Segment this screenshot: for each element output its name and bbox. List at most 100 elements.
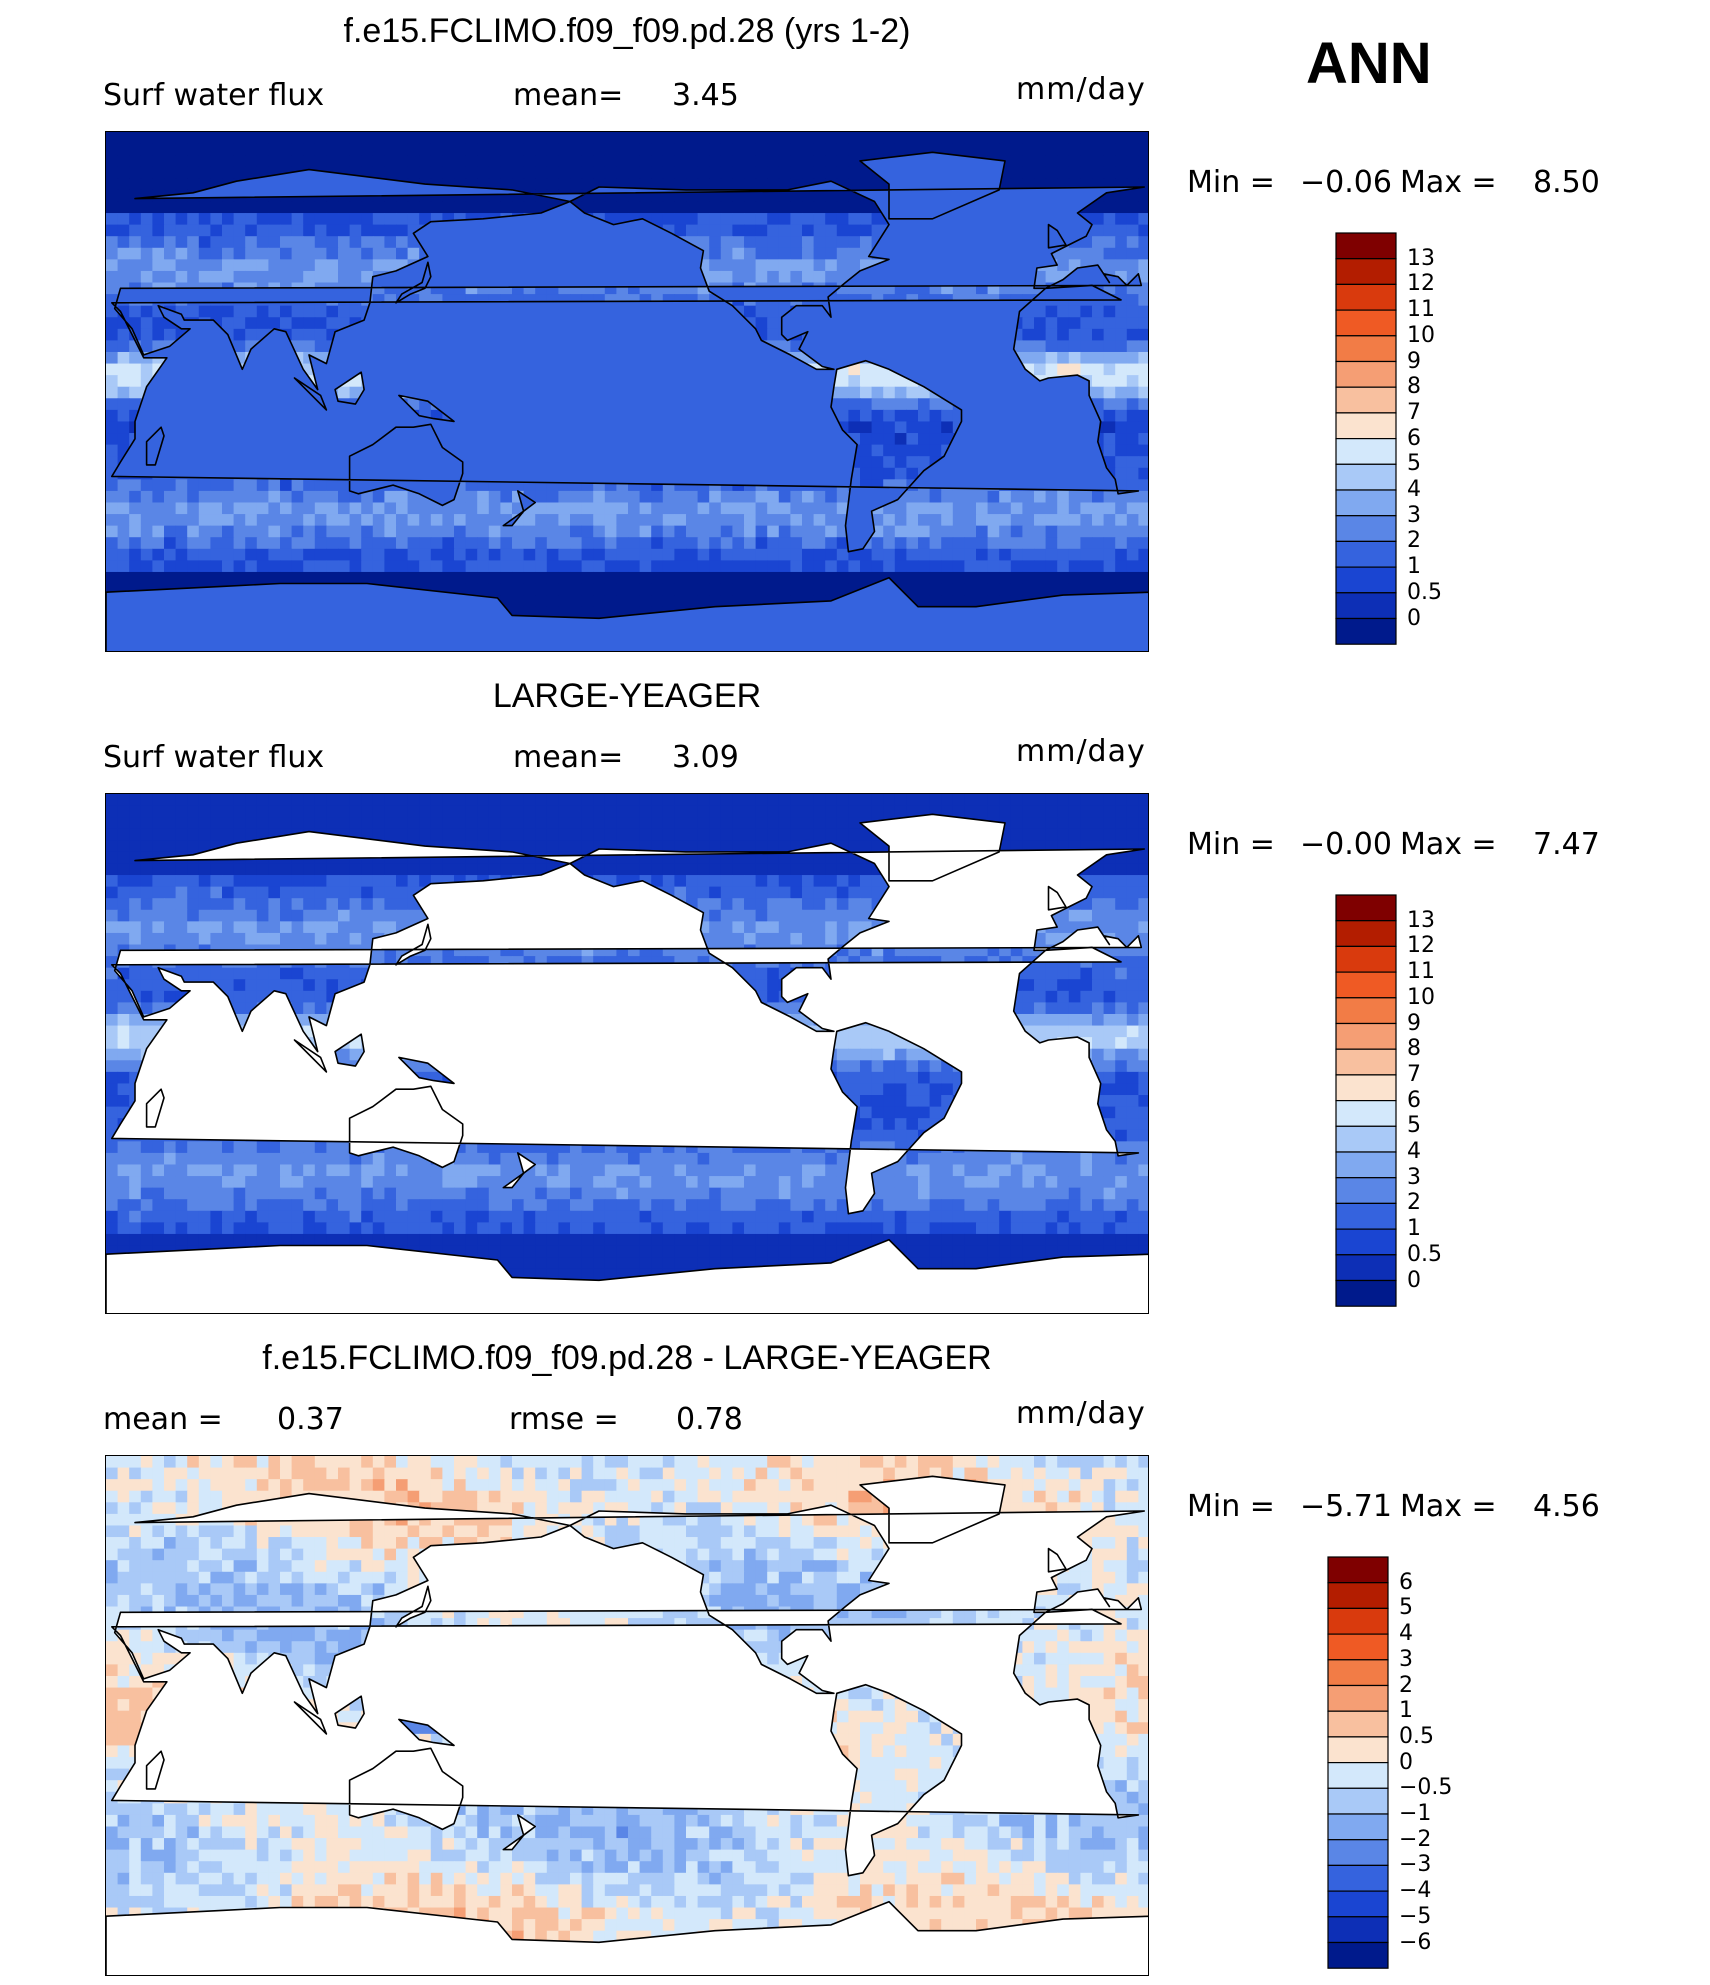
colorbar-tick-label: −3 — [1399, 1852, 1432, 1878]
panel1-max-value: 8.50 — [1533, 165, 1600, 200]
panel2-variable-label: Surf water flux — [103, 740, 325, 775]
colorbar-swatch — [1335, 438, 1397, 465]
colorbar-tick-label: 2 — [1407, 528, 1421, 554]
colorbar-tick-label: 3 — [1399, 1646, 1413, 1672]
colorbar-swatch — [1335, 309, 1397, 337]
colorbar-tick-label: 1 — [1399, 1698, 1413, 1724]
panel2-min-value: −0.00 — [1300, 827, 1392, 862]
panel2-units: mm/day — [1016, 734, 1146, 769]
colorbar-swatch — [1335, 463, 1397, 491]
panel2-mean-label: mean= — [513, 740, 624, 775]
colorbar-swatch — [1327, 1890, 1389, 1918]
coastline — [106, 151, 1148, 651]
land-mask — [106, 1476, 1148, 1975]
panel3-units: mm/day — [1016, 1396, 1146, 1431]
colorbar-tick-label: 7 — [1407, 399, 1421, 425]
land-mask — [106, 814, 1148, 1313]
colorbar-swatch — [1335, 1100, 1397, 1127]
coastline — [106, 813, 1148, 1313]
colorbar-swatch — [1335, 515, 1397, 543]
panel1-mean-label: mean= — [513, 78, 624, 113]
colorbar-swatch — [1335, 566, 1397, 594]
panel3-map — [105, 1455, 1149, 1976]
panel2-mean-value: 3.09 — [672, 740, 739, 775]
panel3-rmse-label: rmse = — [509, 1402, 619, 1437]
colorbar-tick-label: 3 — [1407, 1164, 1421, 1190]
colorbar-swatch — [1335, 412, 1397, 440]
colorbar-swatch — [1327, 1864, 1389, 1892]
colorbar-tick-label: 9 — [1407, 348, 1421, 374]
colorbar-swatch — [1327, 1556, 1389, 1584]
colorbar-tick-label: −1 — [1399, 1801, 1432, 1826]
colorbar-tick-label: 10 — [1407, 322, 1435, 348]
colorbar-tick-label: 11 — [1407, 959, 1435, 985]
colorbar-tick-label: −5 — [1399, 1903, 1432, 1929]
colorbar-swatch — [1327, 1607, 1389, 1635]
panel3-mean-value: 0.37 — [277, 1402, 344, 1437]
colorbar-swatch — [1335, 1279, 1397, 1307]
panel3-mean-label: mean = — [103, 1402, 223, 1437]
colorbar-swatch — [1327, 1582, 1389, 1610]
colorbar-tick-label: −0.5 — [1399, 1775, 1453, 1801]
colorbar-swatch — [1335, 1125, 1397, 1153]
colorbar-swatch — [1327, 1941, 1389, 1969]
colorbar-swatch — [1327, 1659, 1389, 1687]
colorbar-tick-label: 0 — [1407, 605, 1421, 631]
panel1-map — [105, 131, 1149, 652]
colorbar-swatch — [1335, 489, 1397, 517]
colorbar-swatch — [1335, 592, 1397, 620]
panel3-max-label: Max = — [1400, 1489, 1497, 1524]
panel1-max-label: Max = — [1400, 165, 1497, 200]
colorbar-swatch — [1335, 258, 1397, 286]
panel1-min-label: Min = — [1187, 165, 1275, 200]
colorbar-tick-label: 5 — [1399, 1595, 1413, 1621]
panel3-min-value: −5.71 — [1300, 1489, 1392, 1524]
colorbar-swatch — [1327, 1787, 1389, 1815]
colorbar-swatch — [1335, 1151, 1397, 1179]
colorbar-swatch — [1335, 1177, 1397, 1205]
colorbar-swatch — [1335, 283, 1397, 311]
colorbar-tick-label: 4 — [1407, 477, 1421, 502]
colorbar-swatch — [1335, 386, 1397, 414]
colorbar-tick-label: 3 — [1407, 502, 1421, 528]
colorbar-tick-label: 6 — [1407, 425, 1421, 451]
panel1-title: f.e15.FCLIMO.f09_f09.pd.28 (yrs 1-2) — [343, 12, 911, 50]
colorbar-tick-label: 7 — [1407, 1061, 1421, 1087]
panel2-title: LARGE-YEAGER — [492, 677, 762, 715]
colorbar-swatch — [1327, 1736, 1389, 1764]
colorbar-tick-label: −2 — [1399, 1826, 1432, 1852]
colorbar-swatch — [1327, 1762, 1389, 1789]
colorbar-swatch — [1335, 540, 1397, 568]
colorbar-swatch — [1327, 1916, 1389, 1944]
colorbar-tick-label: 9 — [1407, 1010, 1421, 1036]
colorbar-tick-label: 6 — [1399, 1569, 1413, 1595]
panel2-min-label: Min = — [1187, 827, 1275, 862]
colorbar-swatch — [1335, 1254, 1397, 1282]
panel2-colorbar: 13 12 11 10 9 8 7 6 5 4 3 2 1 0.5 0 — [1335, 894, 1485, 1307]
coastline — [106, 1475, 1148, 1975]
colorbar-swatch — [1327, 1813, 1389, 1841]
colorbar-tick-label: 0.5 — [1407, 1241, 1442, 1267]
colorbar-tick-label: 0.5 — [1407, 579, 1442, 605]
colorbar-tick-label: 0 — [1407, 1267, 1421, 1293]
colorbar-swatch — [1327, 1710, 1389, 1738]
panel3-rmse-value: 0.78 — [676, 1402, 743, 1437]
panel3-colorbar: 6 5 4 3 2 1 0.5 0 −0.5 −1 −2 −3 −4 −5 −6 — [1327, 1556, 1477, 1969]
colorbar-swatch — [1327, 1633, 1389, 1661]
colorbar-tick-label: 0 — [1399, 1749, 1413, 1775]
colorbar-tick-label: −6 — [1399, 1929, 1432, 1955]
colorbar-tick-label: 4 — [1407, 1139, 1421, 1164]
colorbar-tick-label: 1 — [1407, 554, 1421, 580]
colorbar-swatch — [1335, 1228, 1397, 1256]
colorbar-tick-label: 8 — [1407, 374, 1421, 400]
colorbar-swatch — [1335, 1048, 1397, 1076]
colorbar-tick-label: 13 — [1407, 907, 1435, 933]
colorbar-tick-label: 13 — [1407, 245, 1435, 271]
colorbar-swatch — [1335, 1202, 1397, 1230]
colorbar-tick-label: 1 — [1407, 1216, 1421, 1242]
colorbar-swatch — [1335, 335, 1397, 363]
colorbar-tick-label: 0.5 — [1399, 1723, 1434, 1749]
colorbar-tick-label: 8 — [1407, 1036, 1421, 1062]
colorbar-swatch — [1335, 945, 1397, 973]
colorbar-tick-label: 2 — [1399, 1672, 1413, 1698]
